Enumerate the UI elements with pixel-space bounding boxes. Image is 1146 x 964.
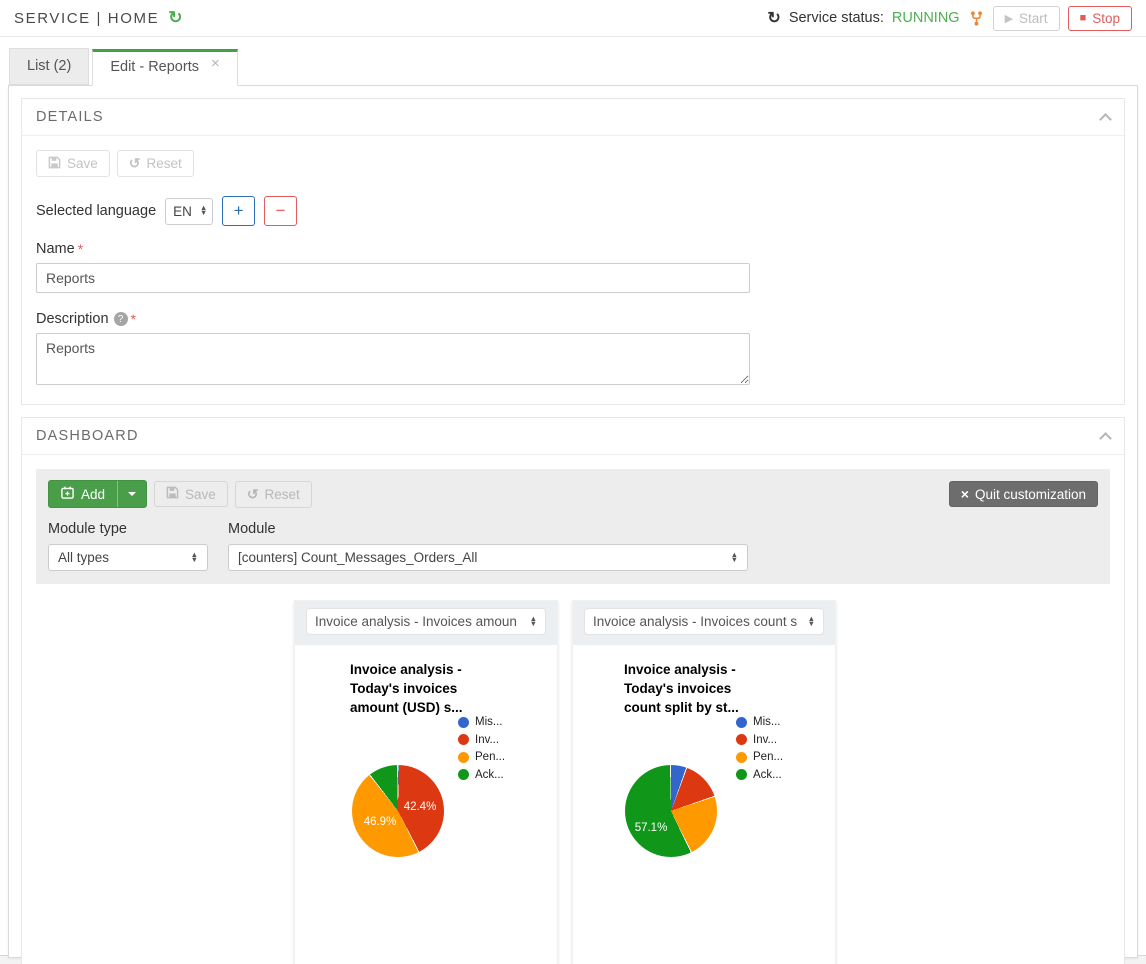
caret-down-icon [128, 492, 137, 496]
dashboard-widgets: Invoice analysis - Invoices amoun ▲ ▼ Inv… [36, 600, 1110, 964]
legend-dot [458, 716, 469, 728]
remove-language-button[interactable]: − [264, 196, 298, 226]
close-x-icon: × [960, 486, 969, 502]
name-label: Name [36, 241, 75, 257]
service-status-label: Service status: [788, 10, 884, 26]
stop-square-icon: ■ [1079, 12, 1087, 24]
dashboard-panel: DASHBOARD [21, 417, 1125, 964]
pie-chart-invoices-amount: Invoice analysis - Today's invoices amou… [295, 645, 557, 964]
tab-list[interactable]: List (2) [9, 48, 90, 85]
legend-dot [458, 751, 469, 763]
legend-dot [736, 769, 747, 780]
module-type-label: Module type [48, 521, 127, 537]
module-type-select[interactable]: All types ▲ ▼ [48, 544, 208, 571]
details-reset-button[interactable]: ↺ Reset [116, 150, 194, 177]
service-status-cluster: ↻ Service status: RUNNING ▶ Start ■ Stop [767, 5, 1132, 31]
refresh-icon[interactable]: ↻ [168, 8, 183, 27]
chart-title: Invoice analysis - Today's invoices coun… [624, 662, 739, 716]
dashboard-save-button[interactable]: Save [154, 481, 228, 507]
legend-dot [736, 734, 747, 745]
quit-customization-button[interactable]: × Quit customization [948, 481, 1098, 507]
description-textarea[interactable]: Reports [36, 333, 750, 385]
minus-icon: − [275, 201, 286, 220]
add-dropdown-toggle[interactable] [117, 481, 146, 507]
widget-invoices-count: Invoice analysis - Invoices count s ▲ ▼ I… [572, 600, 836, 964]
legend-item[interactable]: Inv... [458, 734, 505, 746]
pie-graphic[interactable] [625, 765, 717, 857]
selected-language-label: Selected language [36, 203, 157, 219]
legend-dot [736, 716, 747, 728]
slice-value-label: 46.9% [363, 816, 397, 828]
add-language-button[interactable]: + [222, 196, 256, 226]
legend-item[interactable]: Inv... [736, 734, 783, 746]
module-label: Module [228, 521, 276, 537]
select-stepper-icon: ▲ ▼ [730, 549, 738, 564]
legend-item[interactable]: Ack... [736, 769, 783, 781]
play-icon: ▶ [1004, 12, 1014, 25]
chart-legend: Mis... Inv... Pen... Ack... [458, 716, 505, 786]
select-stepper-icon: ▲ ▼ [807, 613, 815, 628]
dashboard-title: DASHBOARD [36, 428, 139, 444]
status-refresh-icon[interactable]: ↻ [767, 10, 781, 27]
tab-bar: List (2) Edit - Reports × [9, 48, 1146, 86]
tab-edit-reports[interactable]: Edit - Reports × [92, 49, 238, 86]
add-split-button[interactable]: Add [48, 480, 148, 508]
add-button[interactable]: Add [49, 481, 117, 507]
plus-icon: + [233, 201, 244, 220]
select-stepper-icon: ▲ ▼ [199, 203, 208, 217]
details-title: DETAILS [36, 109, 104, 125]
legend-item[interactable]: Pen... [736, 751, 783, 763]
service-status-value: RUNNING [891, 10, 960, 26]
legend-dot [458, 769, 469, 780]
details-panel: DETAILS Save ↺ Reset [21, 98, 1125, 405]
legend-item[interactable]: Mis... [458, 716, 505, 728]
start-button[interactable]: ▶ Start [992, 5, 1060, 31]
top-bar: SERVICE | HOME ↻ ↻ Service status: RUNNI… [0, 0, 1146, 37]
details-panel-header[interactable]: DETAILS [22, 99, 1124, 136]
name-input[interactable] [36, 263, 750, 293]
widget-chart-select[interactable]: Invoice analysis - Invoices amoun ▲ ▼ [306, 608, 546, 635]
chart-legend: Mis... Inv... Pen... Ack... [736, 716, 783, 786]
legend-dot [458, 734, 469, 745]
widget-invoices-amount: Invoice analysis - Invoices amoun ▲ ▼ Inv… [294, 600, 558, 964]
dashboard-panel-header[interactable]: DASHBOARD [22, 418, 1124, 455]
widget-chart-select[interactable]: Invoice analysis - Invoices count s ▲ ▼ [584, 608, 824, 635]
widget-header: Invoice analysis - Invoices amoun ▲ ▼ [295, 601, 557, 645]
select-stepper-icon: ▲ ▼ [529, 613, 537, 628]
fork-icon[interactable] [970, 10, 983, 26]
description-label: Description [36, 311, 109, 327]
legend-item[interactable]: Pen... [458, 751, 505, 763]
slice-value-label: 42.4% [403, 801, 437, 813]
tab-content: DETAILS Save ↺ Reset [8, 85, 1138, 964]
required-asterisk: * [77, 241, 84, 257]
close-tab-icon[interactable]: × [210, 55, 220, 72]
legend-dot [736, 751, 747, 763]
calendar-plus-icon [61, 486, 74, 502]
pie-graphic[interactable] [352, 765, 444, 857]
chart-title: Invoice analysis - Today's invoices amou… [350, 662, 463, 716]
help-icon[interactable]: ? [113, 312, 128, 326]
module-select[interactable]: [counters] Count_Messages_Orders_All ▲ ▼ [228, 544, 748, 571]
dashboard-toolbar: Add S [36, 469, 1110, 584]
legend-item[interactable]: Mis... [736, 716, 783, 728]
required-asterisk: * [130, 311, 136, 327]
collapse-chevron-icon[interactable] [1099, 431, 1112, 445]
dashboard-reset-button[interactable]: ↺ Reset [234, 480, 312, 508]
legend-item[interactable]: Ack... [458, 769, 505, 781]
save-floppy-icon [48, 156, 61, 172]
save-floppy-icon [166, 486, 179, 502]
widget-header: Invoice analysis - Invoices count s ▲ ▼ [573, 601, 835, 645]
stop-button[interactable]: ■ Stop [1067, 5, 1132, 31]
select-stepper-icon: ▲ ▼ [190, 549, 198, 564]
page-title: SERVICE | HOME [14, 9, 160, 27]
collapse-chevron-icon[interactable] [1099, 112, 1112, 126]
pie-chart-invoices-count: Invoice analysis - Today's invoices coun… [573, 645, 835, 964]
details-save-button[interactable]: Save [36, 150, 110, 177]
undo-icon: ↺ [246, 485, 259, 502]
slice-value-label: 57.1% [634, 822, 668, 834]
language-select[interactable]: EN ▲ ▼ [165, 197, 214, 225]
undo-icon: ↺ [128, 155, 141, 171]
